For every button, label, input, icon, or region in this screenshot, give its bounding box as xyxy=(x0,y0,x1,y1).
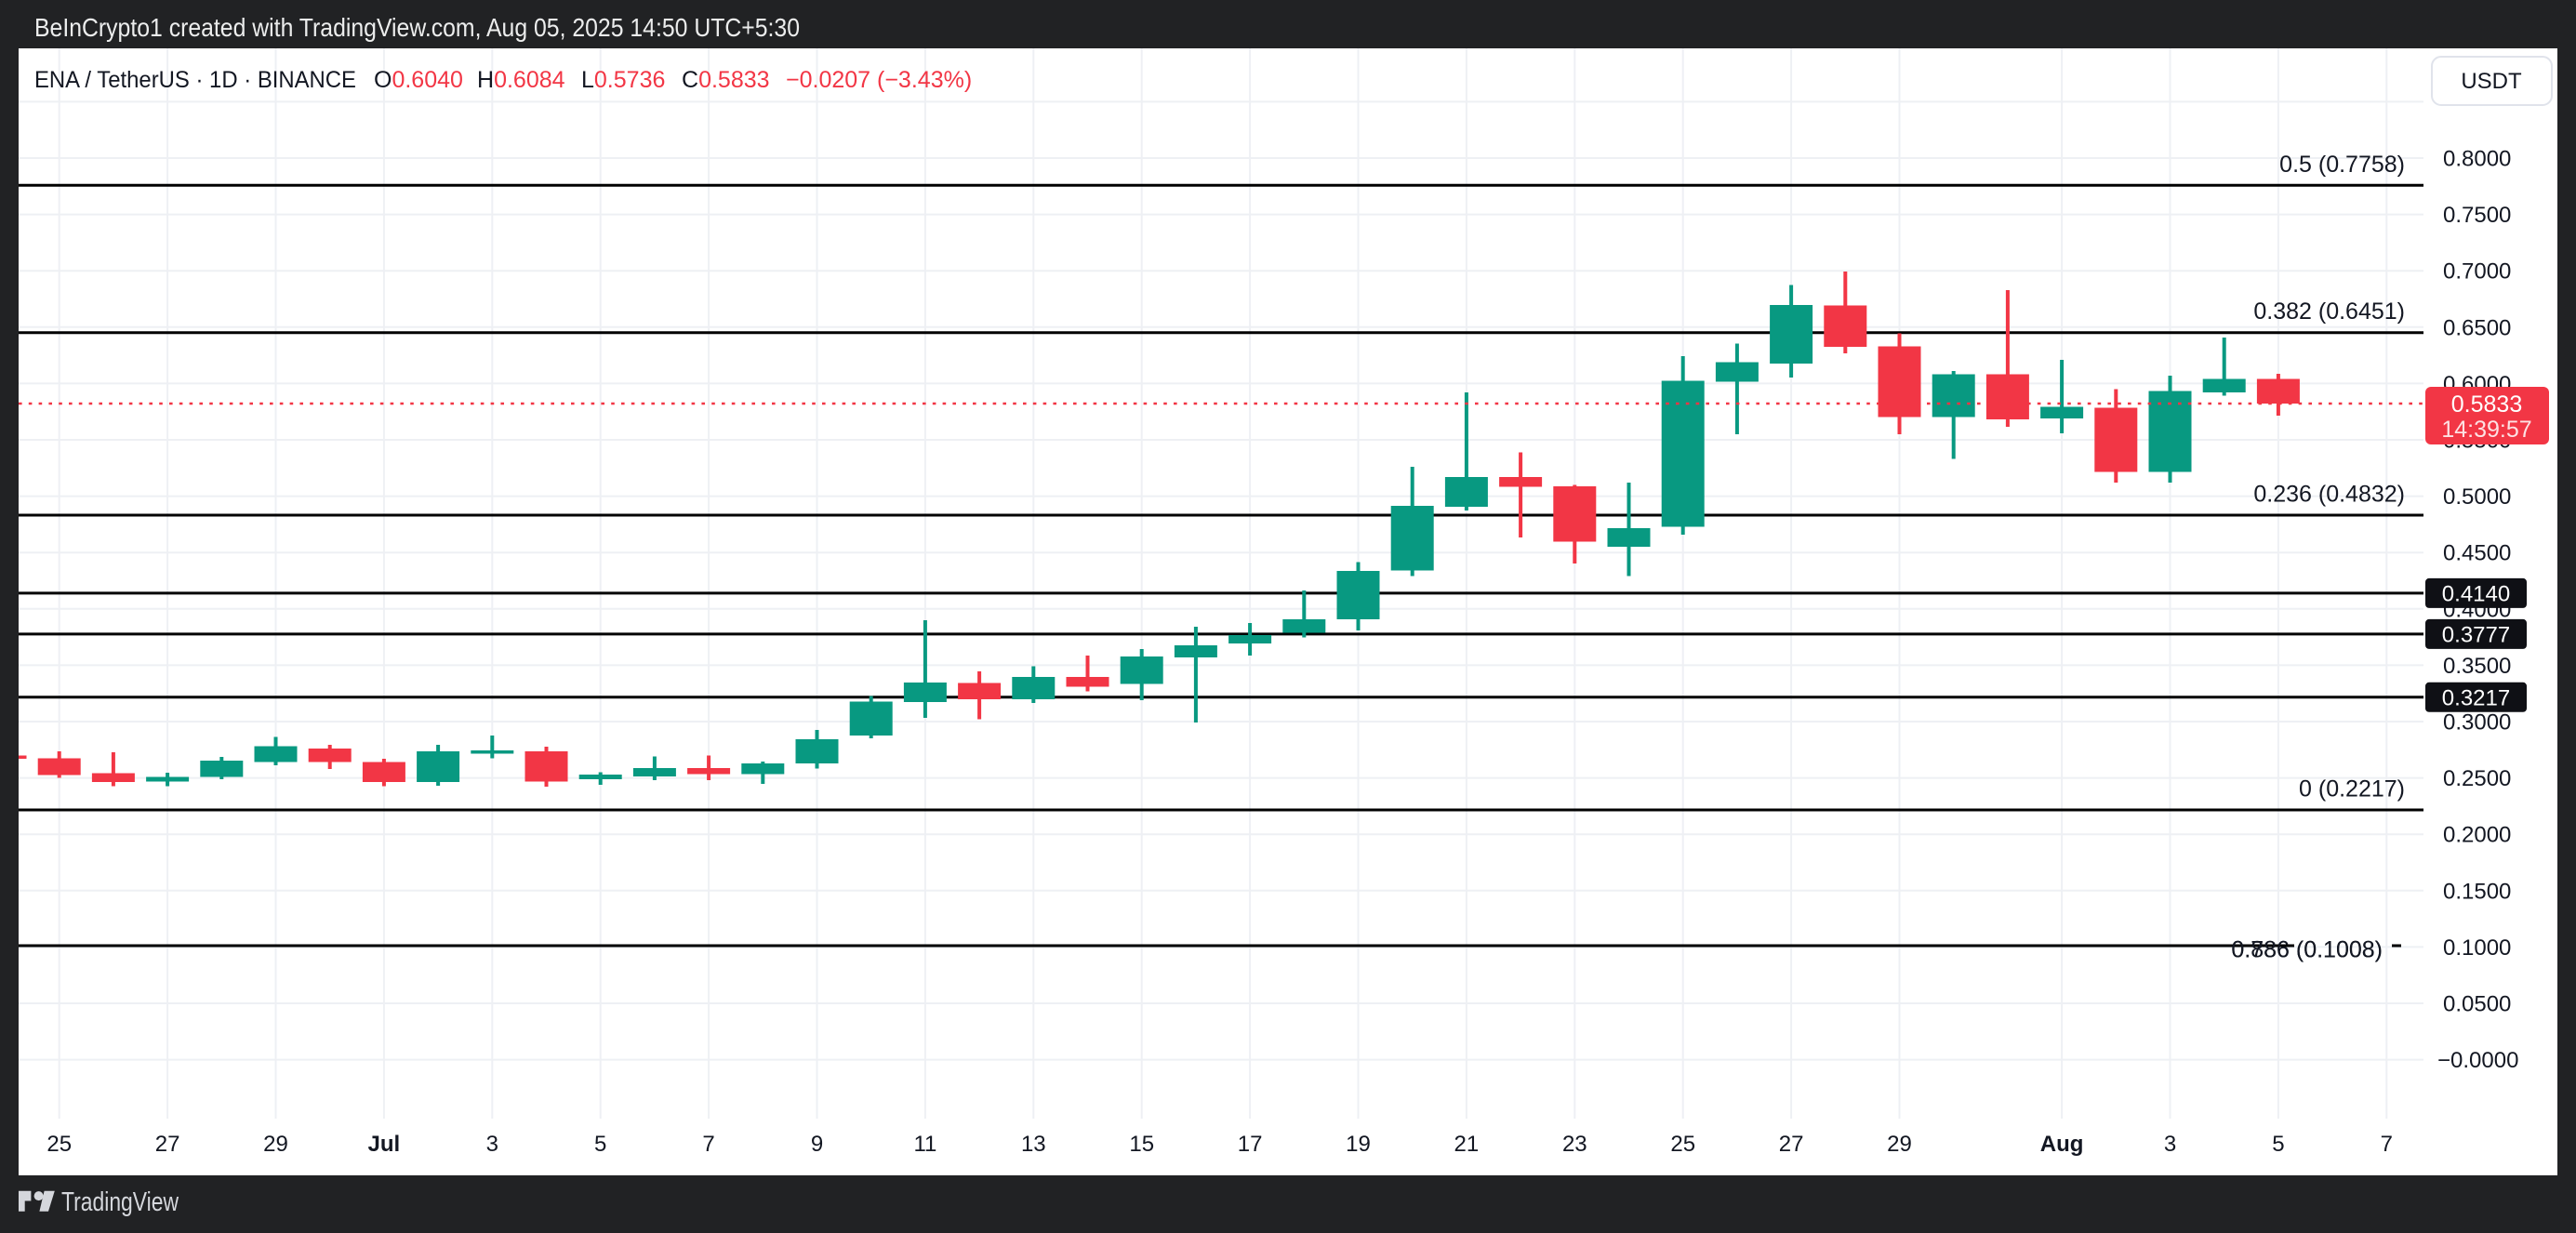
svg-text:H0.6084: H0.6084 xyxy=(477,67,565,93)
svg-text:25: 25 xyxy=(1670,1132,1695,1157)
svg-text:0.786 (0.1008): 0.786 (0.1008) xyxy=(2231,937,2383,963)
svg-text:27: 27 xyxy=(1779,1132,1804,1157)
svg-text:0.6500: 0.6500 xyxy=(2443,315,2511,340)
svg-text:0.3000: 0.3000 xyxy=(2443,710,2511,736)
svg-text:5: 5 xyxy=(2272,1132,2284,1157)
svg-text:0.8000: 0.8000 xyxy=(2443,147,2511,172)
svg-text:9: 9 xyxy=(811,1132,823,1157)
svg-text:7: 7 xyxy=(2381,1132,2393,1157)
svg-text:0.3777: 0.3777 xyxy=(2442,622,2510,647)
svg-text:29: 29 xyxy=(1887,1132,1912,1157)
svg-text:0.3500: 0.3500 xyxy=(2443,654,2511,679)
svg-text:29: 29 xyxy=(263,1132,288,1157)
svg-text:19: 19 xyxy=(1346,1132,1371,1157)
svg-text:0.886 (0.1008): 0.886 (0.1008) xyxy=(2231,937,2383,963)
svg-text:ENA / TetherUS · 1D · BINANCE: ENA / TetherUS · 1D · BINANCE xyxy=(34,67,356,93)
svg-text:−0.0207 (−3.43%): −0.0207 (−3.43%) xyxy=(786,67,972,93)
svg-text:3: 3 xyxy=(486,1132,498,1157)
svg-text:C0.5833: C0.5833 xyxy=(682,67,770,93)
svg-text:13: 13 xyxy=(1021,1132,1046,1157)
svg-text:14:39:57: 14:39:57 xyxy=(2441,417,2531,443)
svg-text:0.7500: 0.7500 xyxy=(2443,203,2511,228)
svg-text:0.236 (0.4832): 0.236 (0.4832) xyxy=(2253,482,2405,508)
svg-text:−0.0000: −0.0000 xyxy=(2437,1048,2518,1073)
svg-text:25: 25 xyxy=(46,1132,72,1157)
svg-text:L0.5736: L0.5736 xyxy=(581,67,665,93)
svg-text:Jul: Jul xyxy=(368,1132,401,1157)
svg-text:0.2000: 0.2000 xyxy=(2443,823,2511,848)
svg-text:3: 3 xyxy=(2164,1132,2176,1157)
svg-text:0.3217: 0.3217 xyxy=(2442,685,2510,710)
svg-text:0.382 (0.6451): 0.382 (0.6451) xyxy=(2253,298,2405,325)
svg-text:TradingView: TradingView xyxy=(61,1187,179,1217)
svg-text:0.1500: 0.1500 xyxy=(2443,879,2511,904)
svg-text:Aug: Aug xyxy=(2040,1132,2084,1157)
svg-text:0.2500: 0.2500 xyxy=(2443,766,2511,791)
svg-text:USDT: USDT xyxy=(2461,69,2522,94)
svg-text:0 (0.2217): 0 (0.2217) xyxy=(2299,776,2405,802)
svg-text:0.5000: 0.5000 xyxy=(2443,484,2511,510)
svg-text:11: 11 xyxy=(913,1132,936,1157)
svg-text:23: 23 xyxy=(1562,1132,1587,1157)
svg-text:0.1000: 0.1000 xyxy=(2443,935,2511,961)
svg-text:0.5 (0.7758): 0.5 (0.7758) xyxy=(2279,152,2405,178)
svg-text:7: 7 xyxy=(702,1132,714,1157)
svg-text:0.4500: 0.4500 xyxy=(2443,541,2511,566)
svg-text:21: 21 xyxy=(1454,1132,1480,1157)
svg-text:17: 17 xyxy=(1238,1132,1263,1157)
svg-text:0.5833: 0.5833 xyxy=(2451,391,2522,418)
svg-text:O0.6040: O0.6040 xyxy=(374,67,463,93)
svg-text:5: 5 xyxy=(594,1132,606,1157)
svg-text:0.7000: 0.7000 xyxy=(2443,259,2511,285)
svg-text:0.0500: 0.0500 xyxy=(2443,992,2511,1017)
svg-text:BeInCrypto1 created with Tradi: BeInCrypto1 created with TradingView.com… xyxy=(34,13,800,42)
svg-text:15: 15 xyxy=(1129,1132,1154,1157)
svg-text:0.4140: 0.4140 xyxy=(2442,581,2510,606)
svg-text:27: 27 xyxy=(155,1132,180,1157)
